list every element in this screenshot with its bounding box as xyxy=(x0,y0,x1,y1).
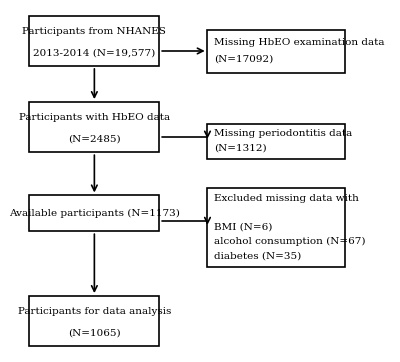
Text: Participants for data analysis: Participants for data analysis xyxy=(18,307,171,316)
Text: Missing HbEO examination data: Missing HbEO examination data xyxy=(214,38,385,47)
FancyBboxPatch shape xyxy=(29,16,160,66)
Text: (N=1312): (N=1312) xyxy=(214,143,267,152)
Text: alcohol consumption (N=67): alcohol consumption (N=67) xyxy=(214,237,366,246)
FancyBboxPatch shape xyxy=(29,195,160,231)
Text: Excluded missing data with: Excluded missing data with xyxy=(214,194,359,203)
Text: 2013-2014 (N=19,577): 2013-2014 (N=19,577) xyxy=(33,49,156,58)
Text: diabetes (N=35): diabetes (N=35) xyxy=(214,251,302,260)
Text: Participants with HbEO data: Participants with HbEO data xyxy=(19,113,170,122)
FancyBboxPatch shape xyxy=(29,102,160,152)
FancyBboxPatch shape xyxy=(29,296,160,346)
Text: BMI (N=6): BMI (N=6) xyxy=(214,223,273,231)
FancyBboxPatch shape xyxy=(208,123,344,159)
Text: (N=17092): (N=17092) xyxy=(214,55,274,64)
Text: (N=2485): (N=2485) xyxy=(68,135,121,144)
FancyBboxPatch shape xyxy=(208,30,344,73)
Text: Participants from NHANES: Participants from NHANES xyxy=(22,26,166,35)
FancyBboxPatch shape xyxy=(208,188,344,267)
Text: (N=1065): (N=1065) xyxy=(68,329,121,338)
Text: Missing periodontitis data: Missing periodontitis data xyxy=(214,129,352,138)
Text: Available participants (N=1173): Available participants (N=1173) xyxy=(9,209,180,218)
